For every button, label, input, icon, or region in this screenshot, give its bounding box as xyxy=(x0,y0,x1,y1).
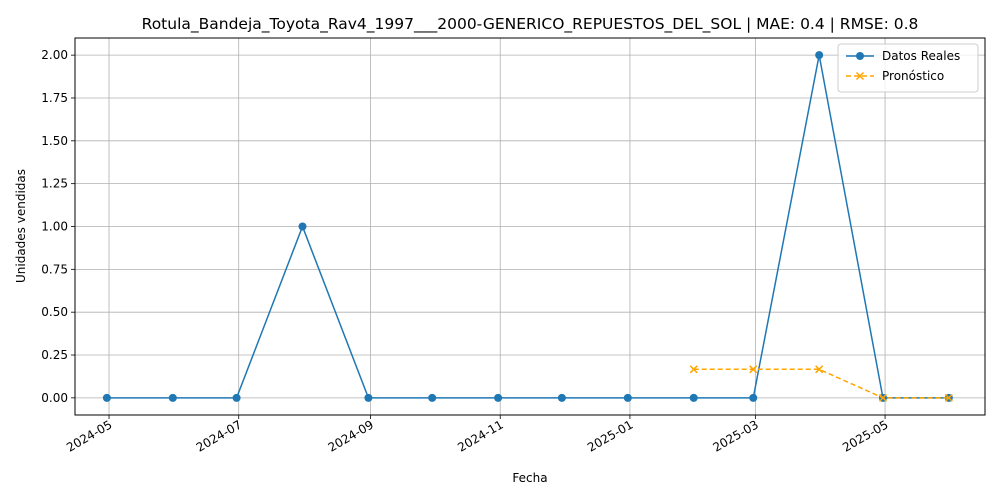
data-point-datos-reales xyxy=(364,393,373,402)
y-tick-label: 0.75 xyxy=(41,262,68,276)
data-point-datos-reales xyxy=(815,51,824,60)
y-tick-label: 0.25 xyxy=(41,348,68,362)
data-point-pronostico xyxy=(815,365,824,374)
data-point-datos-reales xyxy=(428,393,437,402)
data-point-pronostico xyxy=(689,365,698,374)
x-axis-label: Fecha xyxy=(512,471,547,485)
data-point-datos-reales xyxy=(298,222,307,231)
y-tick-label: 0.50 xyxy=(41,305,68,319)
legend-label-datos-reales: Datos Reales xyxy=(882,49,960,63)
grid xyxy=(75,38,985,415)
data-point-datos-reales xyxy=(494,393,503,402)
series-line-datos-reales xyxy=(106,54,949,399)
y-tick-label: 1.50 xyxy=(41,134,68,148)
legend-marker-pronostico xyxy=(855,71,865,81)
plot-frame xyxy=(74,37,986,416)
data-point-datos-reales xyxy=(557,393,566,402)
data-point-datos-reales xyxy=(102,393,111,402)
data-point-datos-reales xyxy=(689,393,698,402)
legend-label-pronostico: Pronóstico xyxy=(882,69,944,83)
data-point-pronostico xyxy=(878,393,887,402)
y-tick-label: 1.75 xyxy=(41,91,68,105)
y-tick-label: 2.00 xyxy=(41,48,68,62)
series-line-pronostico xyxy=(693,368,949,399)
data-point-datos-reales xyxy=(749,393,758,402)
data-point-datos-reales xyxy=(623,393,632,402)
data-point-datos-reales xyxy=(232,393,241,402)
legend-marker-datos-reales xyxy=(856,52,864,60)
y-tick-label: 1.00 xyxy=(41,220,68,234)
series xyxy=(102,51,953,402)
data-point-pronostico xyxy=(749,365,758,374)
data-point-datos-reales xyxy=(168,393,177,402)
y-axis-label: Unidades vendidas xyxy=(14,169,28,283)
chart-title: Rotula_Bandeja_Toyota_Rav4_1997___2000-G… xyxy=(142,15,919,34)
data-point-pronostico xyxy=(944,393,953,402)
y-tick-label: 0.00 xyxy=(41,391,68,405)
legend: Datos Reales Pronóstico xyxy=(837,43,979,93)
y-tick-label: 1.25 xyxy=(41,177,68,191)
